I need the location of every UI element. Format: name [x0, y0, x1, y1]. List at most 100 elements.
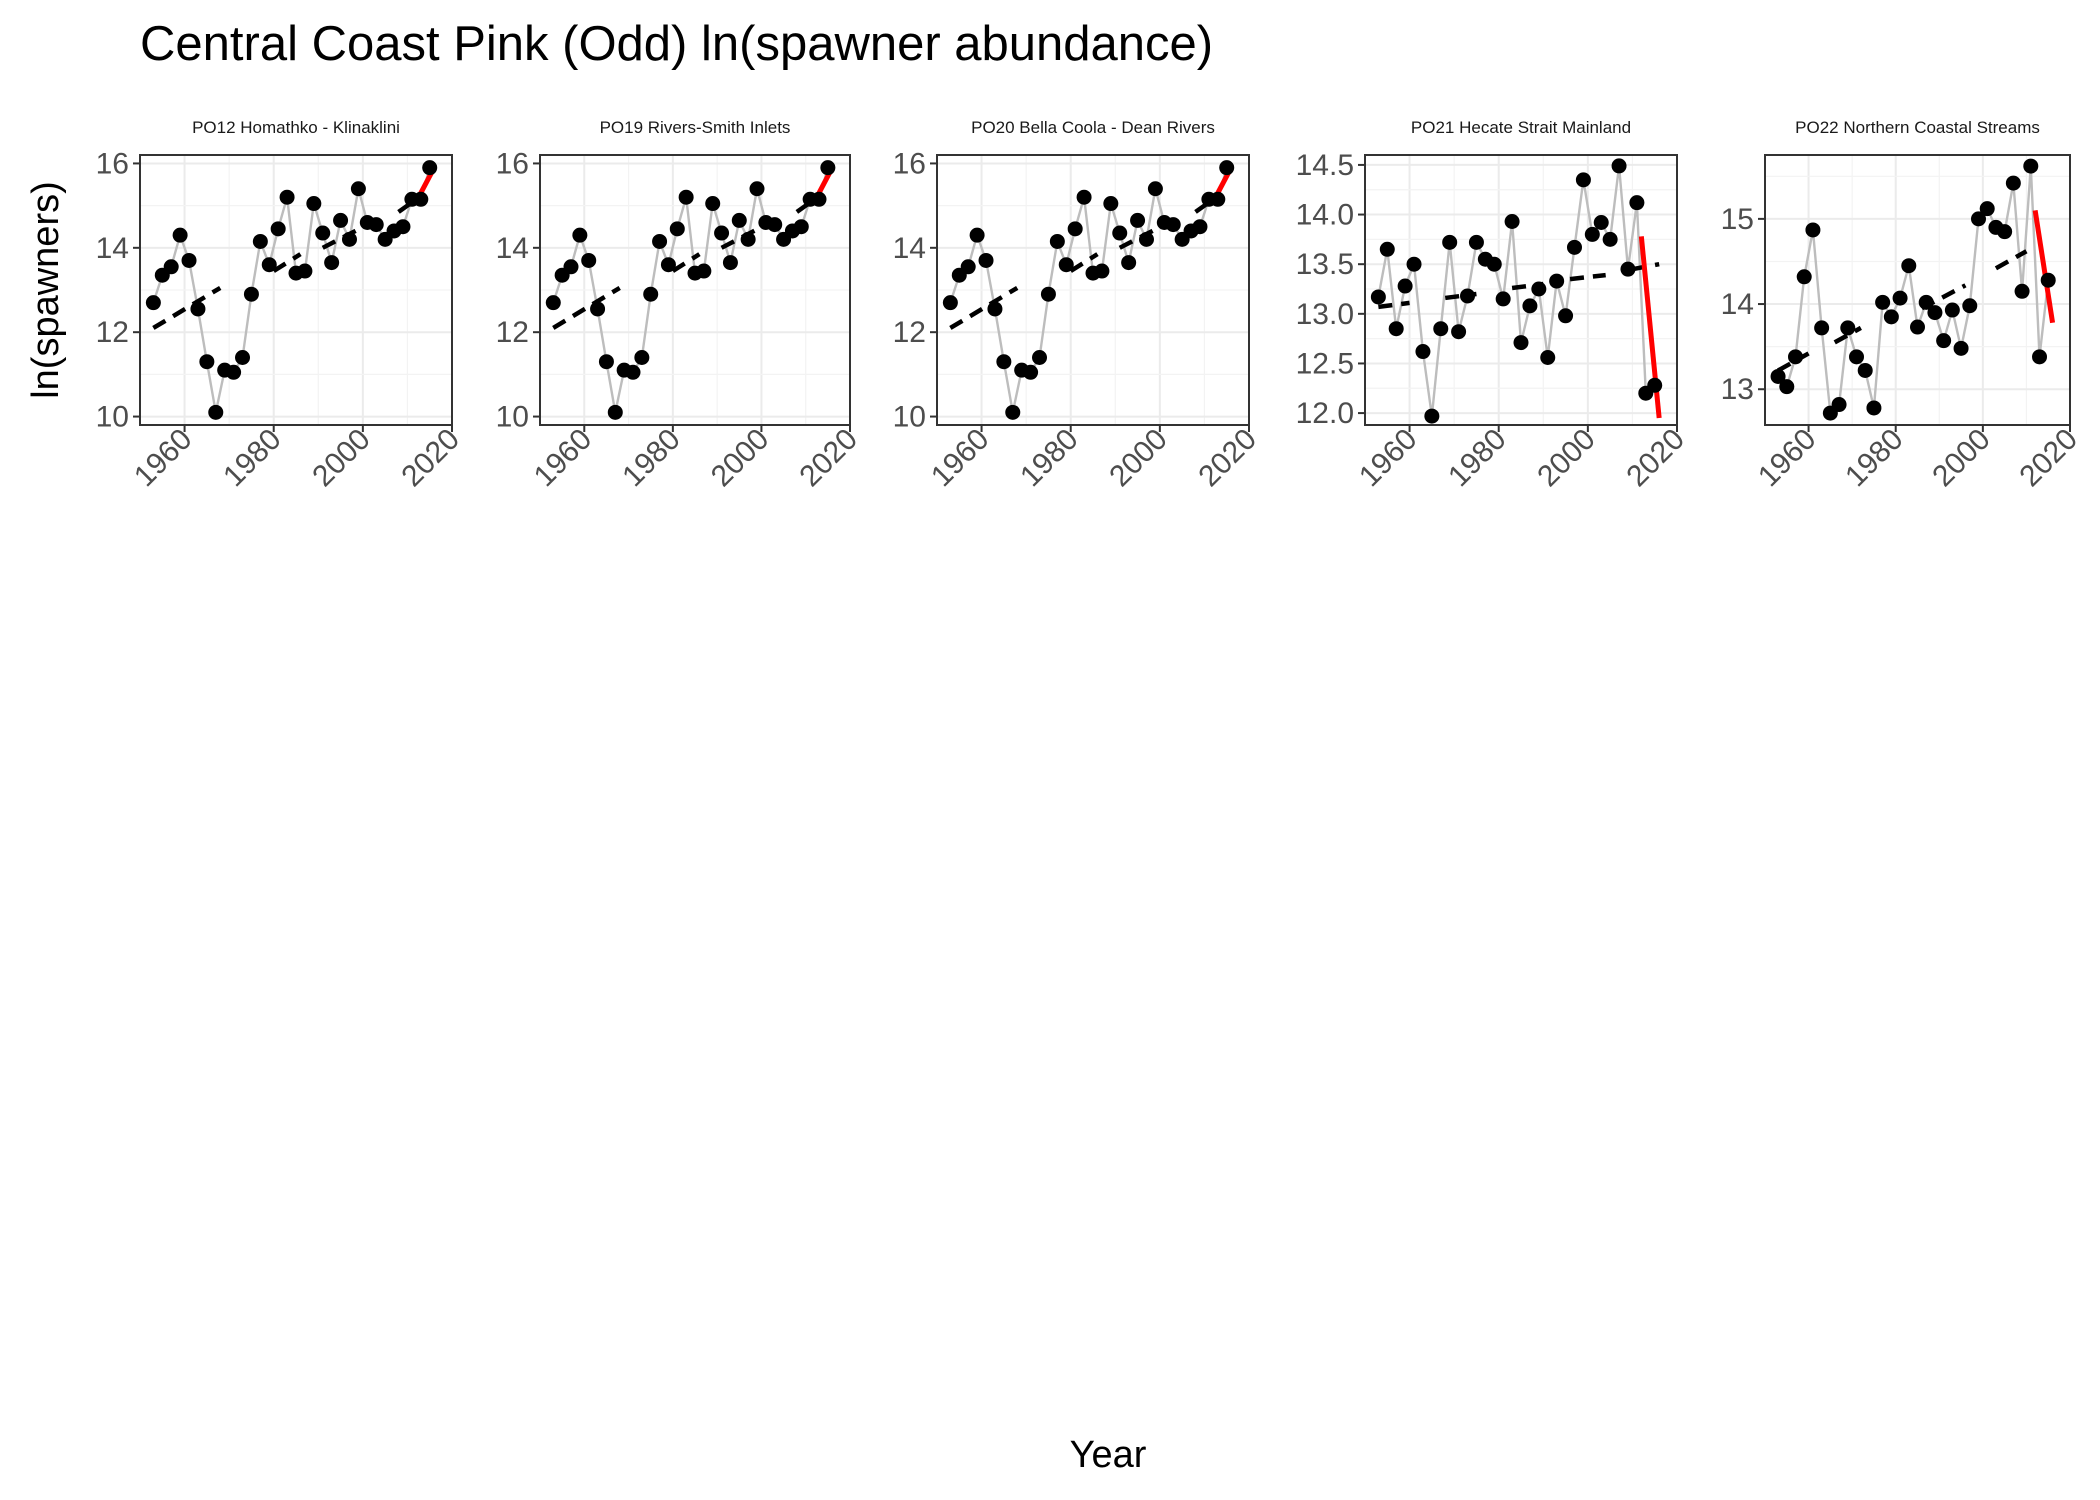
data-point: [1953, 340, 1969, 356]
trend-line-dashed: [1569, 272, 1606, 282]
data-point: [1602, 231, 1618, 247]
y-tick-label: 13.0: [1296, 298, 1354, 331]
data-point: [1442, 234, 1458, 250]
data-point: [1593, 215, 1609, 230]
y-tick-label: 12: [96, 316, 129, 349]
data-point: [1023, 364, 1039, 380]
x-tick-label: 1960: [128, 423, 199, 494]
trend-line-recent: [2032, 209, 2056, 324]
data-point: [811, 191, 827, 207]
y-tick-label: 10: [496, 401, 529, 434]
x-axis-title: Year: [1070, 1434, 1147, 1476]
data-point: [625, 364, 641, 380]
data-point: [2005, 175, 2021, 191]
data-point: [1388, 321, 1404, 337]
data-point: [1883, 309, 1899, 325]
data-point: [1831, 397, 1847, 413]
data-point: [1522, 298, 1538, 314]
data-point: [1130, 212, 1146, 228]
data-point: [696, 263, 712, 279]
data-point: [1415, 344, 1431, 360]
data-point: [1611, 158, 1627, 174]
y-tick-label: 12: [496, 316, 529, 349]
data-point: [1379, 241, 1395, 257]
data-point: [1962, 298, 1978, 314]
data-point: [660, 257, 676, 273]
trend-line-dashed: [1776, 351, 1810, 373]
data-point: [1219, 160, 1235, 176]
data-point: [1076, 189, 1092, 205]
series-line: [1777, 165, 2050, 416]
x-tick-label: 2020: [1192, 423, 1263, 494]
panel-border: [936, 154, 1250, 426]
data-point: [2023, 158, 2039, 174]
data-point: [563, 259, 579, 275]
data-point: [1147, 181, 1163, 197]
y-tick-label: 16: [496, 147, 529, 180]
panel-title: PO22 Northern Coastal Streams: [1795, 118, 2040, 137]
data-point: [235, 350, 251, 365]
trend-line-dashed: [671, 252, 701, 273]
data-point: [1857, 362, 1873, 378]
data-point: [1549, 273, 1565, 289]
trend-line-dashed: [1833, 325, 1862, 345]
grid-lines: [540, 155, 851, 425]
data-point: [1468, 234, 1484, 250]
data-point: [714, 225, 730, 241]
data-point: [350, 181, 366, 197]
data-point: [793, 219, 809, 235]
data-point: [2014, 283, 2030, 299]
data-point: [1210, 191, 1226, 207]
data-point: [1424, 408, 1440, 424]
data-point: [1875, 294, 1891, 310]
data-point: [1770, 368, 1786, 384]
x-tick-label: 1960: [1353, 423, 1424, 494]
facet-panel-2: PO19 Rivers-Smith Inlets 10 12 14 16 1960 1980…: [496, 118, 864, 493]
data-point: [820, 160, 836, 176]
data-point: [1997, 224, 2013, 240]
data-point: [1103, 196, 1119, 212]
data-point: [1796, 269, 1812, 285]
data-point: [996, 354, 1012, 370]
facet-panel-1: PO12 Homathko - Klinaklini 10 12 14 16 1960 19…: [96, 118, 466, 493]
x-tick-label: 2000: [1926, 423, 1997, 494]
data-point: [1647, 377, 1663, 393]
data-point: [1971, 211, 1986, 227]
x-tick-label: 1960: [925, 423, 996, 494]
trend-line-dashed: [152, 285, 222, 330]
data-point: [1370, 289, 1386, 305]
y-axis-title: ln(spawners): [25, 181, 67, 399]
trend-line-dashed: [949, 285, 1019, 330]
data-point: [208, 404, 224, 420]
panel-title: PO19 Rivers-Smith Inlets: [600, 118, 791, 137]
trend-line-dashed: [795, 197, 816, 214]
data-point: [1192, 219, 1208, 235]
data-point: [1918, 294, 1934, 310]
data-point: [1540, 350, 1556, 365]
data-point: [634, 350, 650, 365]
data-point: [1840, 320, 1856, 336]
data-point: [1892, 290, 1908, 306]
data-point: [1779, 379, 1795, 395]
data-point: [2032, 349, 2047, 365]
x-tick-label: 1980: [616, 423, 687, 494]
x-tick-label: 1980: [1014, 423, 1085, 494]
data-point: [969, 227, 985, 243]
trend-line-dashed: [1194, 197, 1215, 214]
y-tick-label: 14.0: [1296, 199, 1354, 232]
data-point: [1936, 333, 1952, 349]
data-point: [722, 255, 738, 271]
data-point: [1049, 233, 1065, 249]
data-point: [572, 227, 588, 243]
data-point: [581, 252, 597, 268]
data-point: [1121, 255, 1137, 271]
x-tick-label: 1980: [1442, 423, 1513, 494]
data-point: [1927, 305, 1943, 321]
facet-panel-3: PO20 Bella Coola - Dean Rivers 10 12 14 16 19…: [893, 118, 1263, 493]
data-point: [1584, 226, 1600, 242]
data-point: [341, 231, 357, 247]
data-point: [1566, 239, 1582, 255]
data-point: [1910, 319, 1925, 335]
